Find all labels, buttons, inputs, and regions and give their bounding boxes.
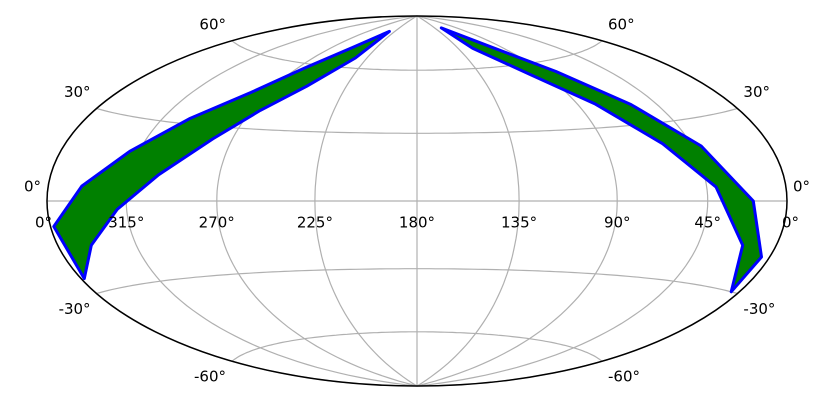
lon-tick-label: 225° xyxy=(297,214,333,232)
lat-tick-label: 60° xyxy=(199,15,226,33)
lon-tick-label: 180° xyxy=(399,214,435,232)
lon-tick-label: 0° xyxy=(35,214,52,232)
lon-tick-label: 135° xyxy=(501,214,537,232)
parallel xyxy=(231,40,603,71)
lat-tick-label: 0° xyxy=(24,178,41,196)
parallel xyxy=(96,268,738,295)
lat-tick-label: -60° xyxy=(194,368,226,386)
lat-tick-label: 30° xyxy=(743,83,770,101)
lat-tick-label: -30° xyxy=(743,300,775,318)
footprint xyxy=(439,26,763,294)
lon-tick-label: 270° xyxy=(199,214,235,232)
footprint xyxy=(52,29,391,281)
map-outline xyxy=(46,15,788,387)
parallel xyxy=(231,331,603,362)
lon-tick-label: 0° xyxy=(782,214,799,232)
lon-tick-label: 90° xyxy=(604,214,631,232)
lat-tick-label: -60° xyxy=(608,368,640,386)
lat-tick-label: -30° xyxy=(59,300,91,318)
lon-tick-label: 45° xyxy=(694,214,721,232)
lat-tick-label: 30° xyxy=(64,83,91,101)
lat-tick-label: 0° xyxy=(793,178,810,196)
lon-tick-label: 315° xyxy=(108,214,144,232)
lat-tick-label: 60° xyxy=(608,15,635,33)
